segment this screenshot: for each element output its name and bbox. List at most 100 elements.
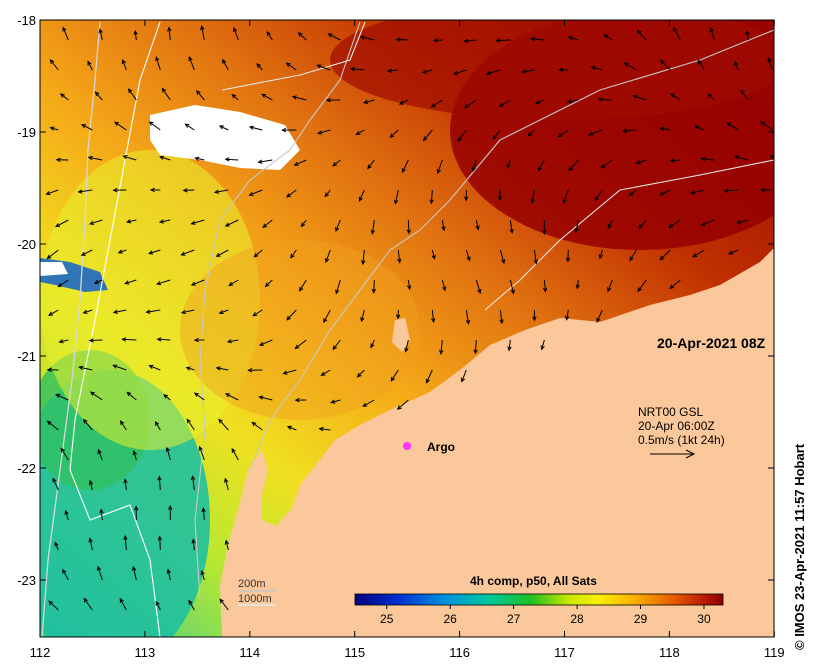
current-arrow: [225, 393, 239, 401]
current-arrow: [47, 420, 59, 431]
current-arrow-head: [335, 289, 340, 295]
current-arrow: [407, 279, 411, 290]
current-arrow: [669, 279, 681, 289]
current-arrow-head: [117, 249, 123, 254]
current-arrow: [155, 601, 161, 611]
colorbar-tick-label: 26: [443, 612, 457, 626]
isobath-outer: [69, 21, 161, 637]
current-arrow-head: [441, 226, 446, 232]
current-arrow-head: [359, 35, 365, 40]
current-arrow: [251, 422, 263, 431]
current-arrow: [397, 399, 409, 410]
current-arrow: [256, 63, 263, 71]
current-arrow-head: [87, 155, 93, 161]
current-arrow: [335, 219, 341, 232]
current-arrow: [227, 339, 239, 343]
current-arrow-head: [632, 94, 638, 99]
current-arrow-head: [598, 254, 604, 260]
current-arrow-head: [425, 378, 430, 384]
current-arrow-head: [700, 221, 706, 226]
current-arrow: [124, 536, 127, 551]
current-arrow-head: [465, 319, 471, 325]
current-arrow: [396, 38, 409, 41]
current-arrow: [265, 279, 273, 287]
current-arrow: [55, 394, 69, 401]
current-arrow-head: [112, 309, 118, 314]
current-arrow: [252, 309, 263, 317]
current-arrow-head: [222, 58, 227, 64]
current-arrow: [100, 509, 103, 521]
colorbar-tick-label: 28: [570, 612, 584, 626]
current-arrow: [89, 538, 93, 551]
current-arrow-head: [293, 161, 299, 166]
current-arrow: [122, 338, 137, 341]
current-arrow-head: [421, 69, 428, 74]
current-arrow: [567, 99, 579, 103]
current-arrow-head: [247, 368, 253, 373]
current-arrow-head: [404, 347, 409, 353]
current-arrow-head: [48, 311, 54, 316]
current-arrow-head: [264, 282, 270, 288]
current-arrow-head: [590, 65, 596, 71]
current-arrow: [499, 309, 503, 324]
current-arrow-head: [89, 220, 95, 225]
lat-tick-label: -20: [17, 237, 36, 252]
current-arrow-head: [397, 258, 402, 264]
argo-marker[interactable]: [403, 442, 411, 450]
current-arrow: [734, 156, 749, 161]
current-arrow: [670, 159, 681, 162]
current-arrow: [589, 129, 603, 136]
lat-tick-label: -22: [17, 461, 36, 476]
current-arrow-head: [332, 345, 338, 351]
current-arrow-head: [48, 600, 54, 606]
current-arrow: [362, 399, 375, 407]
current-arrow-head: [659, 59, 665, 65]
current-arrow-head: [87, 60, 92, 66]
current-arrow: [317, 64, 331, 71]
lat-tick-label: -23: [17, 573, 36, 588]
current-arrow-head: [780, 29, 783, 33]
current-arrow: [253, 249, 263, 258]
colorbar-tick-label: 29: [634, 612, 648, 626]
current-arrow: [159, 156, 171, 161]
current-arrow: [566, 309, 569, 320]
current-arrow: [394, 189, 399, 204]
current-arrow: [324, 189, 331, 197]
current-arrow-head: [330, 399, 336, 404]
current-arrow-head: [659, 126, 665, 132]
current-arrow-head: [772, 221, 774, 223]
current-arrow: [99, 29, 103, 41]
current-arrow-head: [201, 507, 206, 513]
current-arrow-head: [492, 134, 498, 140]
current-arrow-head: [442, 286, 447, 292]
current-arrow-head: [213, 189, 220, 194]
current-arrow-head: [290, 253, 295, 259]
current-arrow: [125, 279, 137, 284]
current-arrow-head: [406, 285, 412, 291]
current-arrow: [219, 309, 229, 314]
current-arrow-head: [190, 475, 196, 481]
current-arrow-head: [233, 26, 238, 33]
current-arrow-head: [155, 56, 160, 62]
island: [392, 318, 410, 352]
current-arrow: [192, 539, 195, 551]
current-arrow: [133, 451, 137, 461]
current-arrow-head: [689, 190, 696, 195]
current-arrow: [298, 32, 307, 41]
current-arrow: [261, 93, 273, 101]
current-arrow: [464, 39, 477, 42]
current-arrow-head: [224, 539, 230, 545]
argo-label: Argo: [427, 440, 455, 454]
current-arrow-head: [285, 62, 291, 67]
current-arrow-head: [125, 219, 132, 224]
current-arrow: [158, 476, 161, 491]
current-arrow-head: [740, 89, 745, 95]
current-arrow-head: [728, 250, 734, 255]
current-arrow: [321, 369, 331, 376]
current-arrow-head: [155, 600, 160, 606]
colorbar-ticks: 25 26 27 28 29 30: [380, 605, 711, 626]
scale-arrow-head: [685, 449, 696, 459]
current-arrow-head: [463, 104, 469, 109]
current-arrow: [52, 478, 59, 491]
current-arrow-head: [167, 26, 172, 32]
